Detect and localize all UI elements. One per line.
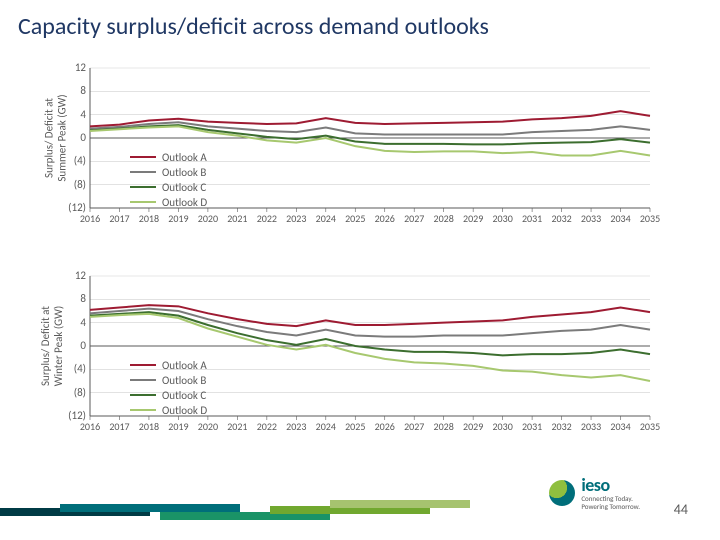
- x-tick-label: 2020: [198, 420, 218, 433]
- y-tick-label: 12: [60, 61, 86, 74]
- x-tick-label: 2029: [463, 212, 483, 225]
- legend-label: Outlook A: [162, 151, 207, 164]
- x-tick-label: 2018: [139, 420, 159, 433]
- y-tick-label: (4): [60, 362, 86, 375]
- logo-globe-icon: [549, 480, 575, 506]
- x-tick-label: 2024: [316, 212, 336, 225]
- x-tick-label: 2021: [227, 420, 247, 433]
- chart-summer: Surplus/ Deficit atSummer Peak (GW)12840…: [50, 60, 660, 230]
- x-tick-label: 2028: [434, 212, 454, 225]
- x-tick-label: 2031: [522, 420, 542, 433]
- y-tick-label: (8): [60, 178, 86, 191]
- legend-label: Outlook C: [162, 181, 206, 194]
- legend-item: Outlook A: [130, 150, 207, 164]
- x-tick-label: 2030: [492, 420, 512, 433]
- x-tick-label: 2017: [109, 420, 129, 433]
- y-tick-label: 8: [60, 292, 86, 305]
- x-tick-label: 2034: [610, 420, 630, 433]
- x-tick-label: 2023: [286, 212, 306, 225]
- x-tick-label: 2016: [80, 212, 100, 225]
- x-tick-label: 2034: [610, 212, 630, 225]
- legend-swatch: [130, 171, 156, 173]
- x-tick-label: 2025: [345, 420, 365, 433]
- footer-bar: [60, 504, 240, 512]
- x-tick-label: 2019: [168, 420, 188, 433]
- slide-title: Capacity surplus/deficit across demand o…: [18, 12, 489, 41]
- ieso-logo: ieso Connecting Today. Powering Tomorrow…: [549, 476, 640, 510]
- legend-item: Outlook D: [130, 403, 207, 417]
- logo-tagline-2: Powering Tomorrow.: [581, 503, 640, 510]
- x-tick-label: 2031: [522, 212, 542, 225]
- y-tick-label: 0: [60, 131, 86, 144]
- legend-swatch: [130, 364, 156, 366]
- y-tick-label: (4): [60, 154, 86, 167]
- x-tick-label: 2017: [109, 212, 129, 225]
- y-tick-label: (8): [60, 386, 86, 399]
- legend-swatch: [130, 156, 156, 158]
- legend-label: Outlook C: [162, 389, 206, 402]
- y-tick-label: 4: [60, 316, 86, 329]
- x-tick-label: 2033: [581, 212, 601, 225]
- footer-bar: [330, 500, 470, 508]
- legend-swatch: [130, 379, 156, 381]
- legend-swatch: [130, 186, 156, 188]
- x-tick-label: 2019: [168, 212, 188, 225]
- x-tick-label: 2027: [404, 420, 424, 433]
- series-line-a: [90, 111, 650, 126]
- legend-label: Outlook D: [162, 404, 207, 417]
- legend-item: Outlook B: [130, 165, 207, 179]
- x-tick-label: 2027: [404, 212, 424, 225]
- y-tick-label: 8: [60, 84, 86, 97]
- x-tick-label: 2033: [581, 420, 601, 433]
- x-tick-label: 2022: [257, 420, 277, 433]
- legend-item: Outlook C: [130, 180, 207, 194]
- logo-brand: ieso: [581, 476, 640, 495]
- x-tick-label: 2032: [551, 420, 571, 433]
- legend-swatch: [130, 394, 156, 396]
- x-tick-label: 2026: [375, 420, 395, 433]
- x-tick-label: 2026: [375, 212, 395, 225]
- legend-label: Outlook B: [162, 374, 206, 387]
- legend-label: Outlook A: [162, 359, 207, 372]
- x-tick-label: 2035: [640, 212, 660, 225]
- legend-item: Outlook B: [130, 373, 207, 387]
- x-tick-label: 2024: [316, 420, 336, 433]
- x-tick-label: 2023: [286, 420, 306, 433]
- chart-legend: Outlook A Outlook B Outlook C Outlook D: [130, 150, 207, 210]
- chart-winter: Surplus/ Deficit atWinter Peak (GW)12840…: [50, 268, 660, 438]
- legend-item: Outlook A: [130, 358, 207, 372]
- legend-swatch: [130, 409, 156, 411]
- legend-label: Outlook B: [162, 166, 206, 179]
- x-tick-label: 2028: [434, 420, 454, 433]
- series-line-c: [90, 312, 650, 355]
- x-tick-label: 2021: [227, 212, 247, 225]
- legend-label: Outlook D: [162, 196, 207, 209]
- y-tick-label: 12: [60, 269, 86, 282]
- y-tick-label: 0: [60, 339, 86, 352]
- x-tick-label: 2025: [345, 212, 365, 225]
- legend-item: Outlook C: [130, 388, 207, 402]
- legend-item: Outlook D: [130, 195, 207, 209]
- x-tick-label: 2022: [257, 212, 277, 225]
- page-number: 44: [674, 501, 688, 518]
- x-tick-label: 2030: [492, 212, 512, 225]
- y-tick-label: 4: [60, 108, 86, 121]
- legend-swatch: [130, 201, 156, 203]
- x-tick-label: 2018: [139, 212, 159, 225]
- x-tick-label: 2035: [640, 420, 660, 433]
- chart-legend: Outlook A Outlook B Outlook C Outlook D: [130, 358, 207, 418]
- x-tick-label: 2016: [80, 420, 100, 433]
- x-tick-label: 2032: [551, 212, 571, 225]
- x-tick-label: 2020: [198, 212, 218, 225]
- x-tick-label: 2029: [463, 420, 483, 433]
